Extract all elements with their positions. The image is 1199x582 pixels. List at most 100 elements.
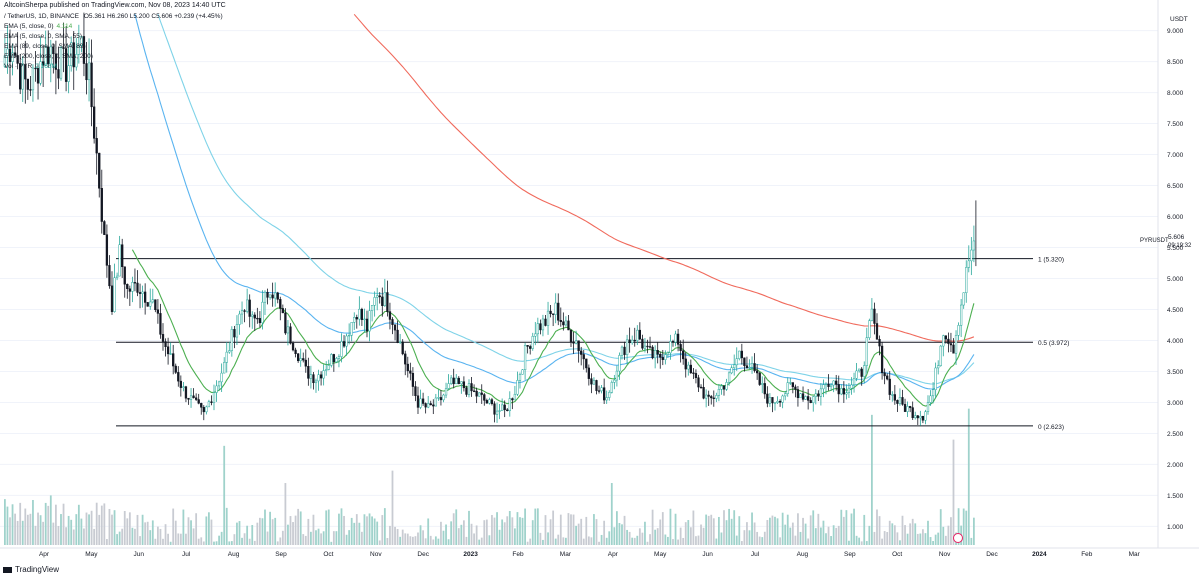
candle-body	[284, 312, 287, 334]
volume-bar	[220, 531, 223, 545]
candle-body	[957, 325, 960, 336]
candle-body	[766, 393, 769, 404]
volume-bar	[488, 535, 491, 545]
volume-bar	[264, 509, 266, 545]
candle-body	[633, 339, 636, 342]
volume-bar	[386, 537, 389, 545]
candle-body	[799, 393, 802, 399]
candle-body	[314, 380, 318, 384]
legend-row[interactable]: Vol · PYR 2.163M	[4, 63, 57, 70]
volume-bar	[830, 536, 832, 545]
candle-body	[549, 310, 552, 315]
candle-body	[840, 388, 843, 395]
candle-body	[381, 296, 384, 306]
volume-bar	[251, 525, 254, 545]
time-tick-label: Jun	[134, 551, 145, 558]
volume-bar	[603, 520, 606, 545]
volume-bar	[225, 507, 228, 545]
candle-body	[126, 283, 129, 290]
candle-body	[19, 63, 22, 90]
candle-body	[179, 380, 182, 388]
candle-body	[924, 411, 927, 421]
volume-bar	[674, 513, 677, 545]
currency-label: USDT	[1170, 16, 1188, 23]
volume-bar	[761, 537, 764, 545]
candle-body	[159, 313, 162, 335]
event-marker-icon[interactable]	[953, 533, 963, 543]
volume-bar	[162, 538, 164, 545]
volume-bar	[271, 519, 274, 545]
volume-bar	[269, 511, 271, 545]
volume-bar	[70, 519, 73, 545]
candle-body	[712, 397, 715, 399]
time-tick-label: 2024	[1032, 551, 1047, 558]
volume-bar	[733, 510, 736, 545]
volume-bar	[904, 525, 906, 545]
volume-bar	[661, 512, 664, 545]
candle-body	[692, 372, 695, 374]
volume-bar	[11, 504, 14, 545]
price-axis[interactable]: USDT 9.000 8.500 8.000 7.500 7.000 6.500 6.000 5…	[1140, 16, 1192, 531]
volume-bar	[67, 515, 70, 545]
volume-bar	[266, 531, 269, 545]
candle-body	[587, 367, 590, 379]
candle-body	[123, 266, 126, 285]
candle-body	[253, 314, 256, 319]
candle-body	[725, 382, 728, 390]
candle-body	[710, 396, 713, 399]
candle-body	[763, 383, 766, 395]
volume-bar	[391, 470, 394, 545]
legend-row[interactable]: EMA (200, close, 0, SMA, 200)	[4, 53, 93, 60]
candle-body	[39, 61, 42, 84]
volume-bar	[855, 535, 858, 545]
candle-body	[610, 382, 613, 393]
volume-bar	[437, 538, 440, 545]
candle-body	[483, 394, 486, 401]
candle-body	[513, 393, 517, 401]
candle-body	[873, 308, 876, 324]
tradingview-brand[interactable]: TradingView	[3, 565, 59, 574]
candle-body	[490, 399, 494, 405]
volume-bar	[297, 508, 300, 545]
candle-body	[21, 64, 24, 90]
volume-bar	[610, 483, 613, 545]
volume-bar	[493, 517, 496, 545]
legend-row[interactable]: EMA (5, close, 0) 4.114	[4, 23, 72, 30]
candle-body	[613, 379, 616, 383]
time-axis[interactable]: Apr May Jun Jul Aug Sep Oct Nov Dec 2023 Feb Mar Apr…	[39, 551, 1141, 558]
legend-row[interactable]: EMA (5, close, 0, SMA, 55)	[4, 33, 82, 40]
candle-body	[309, 374, 313, 379]
candle-body	[493, 403, 496, 415]
volume-bar	[689, 527, 692, 545]
candle-body	[789, 382, 792, 384]
volume-bar	[600, 534, 603, 545]
candle-body	[664, 354, 667, 360]
candle-body	[572, 341, 575, 344]
volume-bar	[60, 514, 62, 545]
volume-bar	[106, 539, 108, 545]
volume-bar	[562, 537, 565, 545]
volume-bar	[682, 537, 685, 545]
moving-average-line	[131, 249, 975, 407]
candle-body	[215, 385, 218, 393]
fib-retracement[interactable]: 1 (5.320) 0.5 (3.972) 0 (2.623)	[116, 257, 1069, 431]
volume-bar	[429, 535, 432, 545]
candle-body	[302, 358, 305, 361]
volume-bar	[807, 538, 810, 545]
legend-row[interactable]: EMA (89, close, 0, SMA, 89)	[4, 43, 86, 50]
candle-body	[337, 356, 341, 359]
candle-body	[896, 400, 899, 404]
volume-bar	[190, 520, 192, 545]
candle-body	[149, 301, 152, 307]
legend-label: EMA (5, close, 0)	[4, 23, 54, 30]
price-tick-label: 4.500	[1167, 307, 1184, 314]
candle-body	[641, 338, 644, 349]
volume-bar	[962, 508, 965, 545]
candle-body	[842, 388, 845, 395]
candle-body	[248, 299, 251, 317]
candle-body	[370, 305, 374, 311]
volume-bar	[274, 517, 277, 545]
volume-bar	[957, 508, 960, 545]
